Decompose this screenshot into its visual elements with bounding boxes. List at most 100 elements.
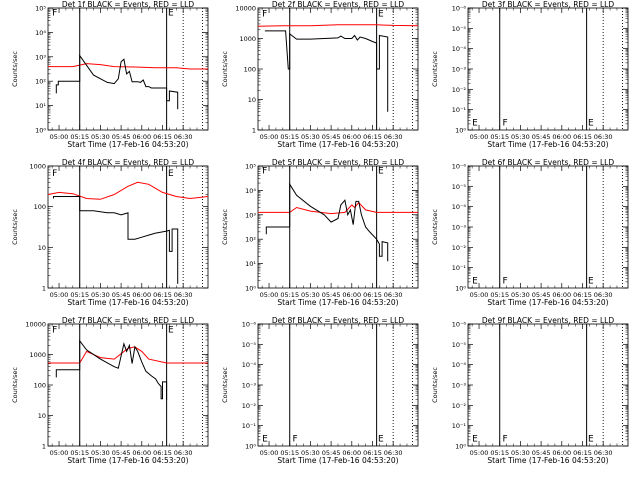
x-tick-label: 05:15 [280,133,299,141]
events-series-line [55,54,179,110]
x-tick-label: 05:15 [70,133,89,141]
flag-letter: F [262,167,267,177]
flag-letter: F [52,9,57,19]
x-tick-label: 06:30 [174,133,193,141]
x-axis-label: Start Time (17-Feb-16 04:53:20) [277,140,398,149]
y-tick-label: 10⁻⁶ [452,163,467,171]
y-axis-label: Counts/sec [11,51,19,87]
y-tick-label: 100 [244,66,256,74]
x-tick-label: 06:15 [363,291,382,299]
y-tick-label: 10⁰ [455,443,466,451]
x-tick-label: 05:00 [260,133,279,141]
x-tick-label: 06:30 [594,291,613,299]
panel-det-4: Det 4f BLACK = Events, RED = LLD 1 10 100 10… [11,158,209,307]
flag-letter: E [378,10,384,20]
y-tick-label: 10⁻⁶ [452,321,467,329]
x-tick-label: 06:30 [384,449,403,457]
x-tick-label: 05:45 [532,449,551,457]
y-axis-label: Counts/sec [11,209,19,245]
x-tick-label: 05:15 [490,291,509,299]
y-tick-label: 100 [34,382,46,390]
panel-det-7: Det 7f BLACK = Events, RED = LLD 1 10 100 10… [11,316,209,465]
y-axis-label: Counts/sec [221,51,229,87]
y-tick-label: 10⁻⁴ [452,361,467,369]
y-tick-label: 10⁻¹ [242,422,257,430]
y-axis-label: Counts/sec [431,209,439,245]
events-series-line [265,182,389,262]
y-tick-label: 10⁻⁵ [452,341,467,349]
y-tick-label: 10⁻⁴ [452,45,467,53]
flag-letter: E [588,118,594,128]
x-tick-label: 05:45 [112,449,131,457]
plot-frame [467,165,629,289]
panel-title: Det 1f BLACK = Events, RED = LLD [62,0,195,9]
flag-letter: E [472,276,478,286]
y-tick-label: 10⁴ [35,29,46,37]
y-tick-label: 10⁻³ [242,382,257,390]
x-tick-label: 05:15 [490,133,509,141]
y-tick-label: 10⁻⁵ [452,183,467,191]
x-tick-label: 06:30 [384,291,403,299]
events-series-line [55,339,168,401]
x-tick-label: 05:45 [322,291,341,299]
x-tick-label: 05:00 [260,291,279,299]
x-tick-label: 06:15 [153,449,172,457]
x-tick-label: 06:30 [384,133,403,141]
x-tick-label: 06:15 [363,133,382,141]
x-tick-label: 06:15 [153,291,172,299]
y-tick-label: 10⁰ [245,443,256,451]
y-tick-label: 1 [252,127,256,135]
y-axis-label: Counts/sec [221,367,229,403]
panel-det-5: Det 5f BLACK = Events, RED = LLD 10⁰ 10¹ 10… [221,158,419,307]
x-tick-label: 05:00 [50,449,69,457]
plot-frame [467,323,629,447]
y-tick-label: 1 [42,285,46,293]
lld-series-line [258,201,418,215]
x-axis-label: Start Time (17-Feb-16 04:53:20) [67,140,188,149]
y-tick-label: 10⁻⁶ [242,321,257,329]
panel-title: Det 5f BLACK = Events, RED = LLD [272,158,405,167]
x-tick-label: 05:00 [260,449,279,457]
y-tick-label: 10 [38,244,46,252]
panel-det-2: Det 2f BLACK = Events, RED = LLD 1 10 100 10… [221,0,419,149]
y-tick-label: 10⁵ [245,163,256,171]
flag-letter: F [262,10,267,20]
y-tick-label: 10 [248,96,256,104]
flag-letter: E [472,434,478,444]
y-tick-label: 10⁻⁴ [242,361,257,369]
panel-title: Det 4f BLACK = Events, RED = LLD [62,158,195,167]
y-tick-label: 1000 [29,351,46,359]
x-tick-label: 06:30 [594,449,613,457]
x-tick-label: 05:30 [91,291,110,299]
panel-det-8: Det 8f BLACK = Events, RED = LLD 10⁰ 10⁻¹ 1… [221,316,419,465]
x-tick-label: 06:00 [552,449,571,457]
y-tick-label: 10⁻⁴ [452,203,467,211]
x-tick-label: 05:15 [70,449,89,457]
flag-letter: E [588,434,594,444]
panel-title: Det 9f BLACK = Events, RED = LLD [482,316,615,325]
plot-frame [47,323,209,447]
x-tick-label: 05:15 [490,449,509,457]
y-tick-label: 1000 [239,35,256,43]
x-tick-label: 05:00 [470,291,489,299]
x-axis-label: Start Time (17-Feb-16 04:53:20) [487,298,608,307]
y-tick-label: 100 [34,203,46,211]
y-tick-label: 10⁻³ [452,66,467,74]
x-tick-label: 05:00 [470,449,489,457]
x-tick-label: 05:30 [511,449,530,457]
y-tick-label: 10² [245,236,256,244]
x-tick-label: 05:45 [532,133,551,141]
events-series-line [264,30,389,112]
x-tick-label: 06:00 [342,133,361,141]
y-axis-label: Counts/sec [431,367,439,403]
panel-title: Det 7f BLACK = Events, RED = LLD [62,316,195,325]
y-tick-label: 10000 [235,5,256,13]
y-tick-label: 10⁻¹ [452,264,467,272]
x-tick-label: 06:15 [573,133,592,141]
events-series-line [53,196,179,284]
panel-title: Det 2f BLACK = Events, RED = LLD [272,0,405,9]
panel-title: Det 3f BLACK = Events, RED = LLD [482,0,615,9]
x-tick-label: 05:00 [50,291,69,299]
y-tick-label: 10⁻³ [452,224,467,232]
